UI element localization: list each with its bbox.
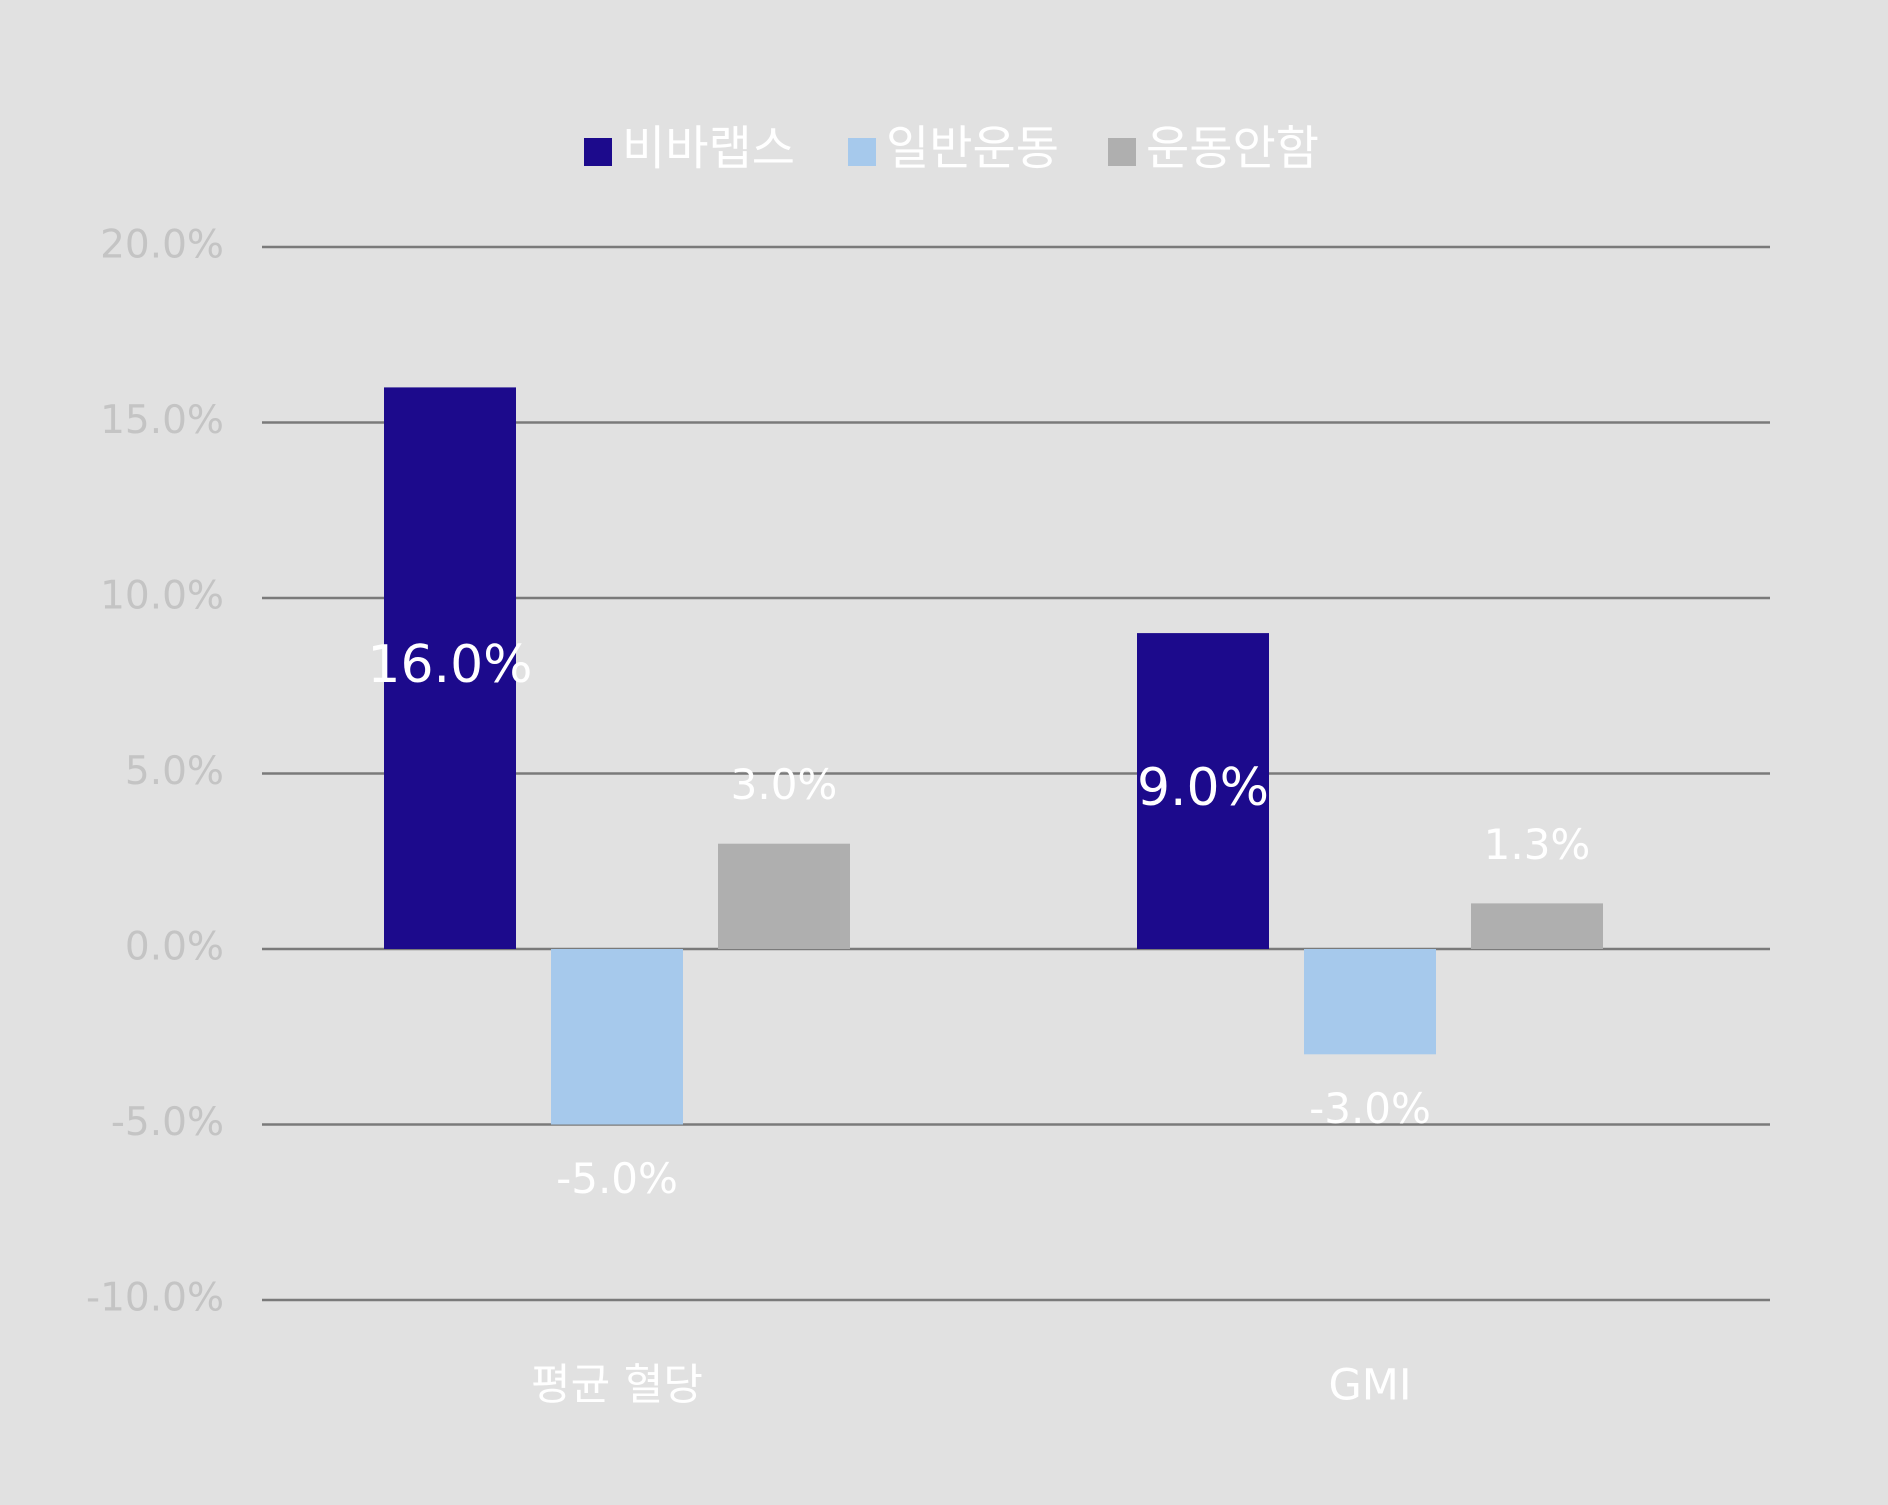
bar <box>551 949 683 1125</box>
y-tick-label: 0.0% <box>125 925 224 970</box>
y-tick-label: -5.0% <box>111 1100 224 1145</box>
data-labels: 16.0% -5.0% 3.0% 9.0% -3.0% 1.3% <box>367 635 1590 1203</box>
y-tick-label: 5.0% <box>125 749 224 794</box>
legend-swatch <box>848 138 876 166</box>
bar <box>718 843 850 949</box>
data-label: -3.0% <box>1309 1084 1431 1133</box>
data-label: 16.0% <box>367 635 532 695</box>
y-tick-label: -10.0% <box>86 1276 224 1321</box>
y-axis-tick-labels: 20.0% 15.0% 10.0% 5.0% 0.0% -5.0% -10.0% <box>86 223 224 1321</box>
y-tick-label: 10.0% <box>100 574 224 619</box>
bar <box>1471 903 1603 949</box>
legend-swatch <box>584 138 612 166</box>
legend-swatch <box>1108 138 1136 166</box>
data-label: 1.3% <box>1484 820 1591 869</box>
legend-label: 비바랩스 <box>622 122 795 177</box>
y-tick-label: 15.0% <box>100 398 224 443</box>
x-category-label: GMI <box>1328 1361 1411 1411</box>
bar <box>384 387 516 949</box>
bar <box>1137 633 1269 949</box>
legend-label: 일반운동 <box>886 122 1059 177</box>
x-axis-category-labels: 평균 혈당 GMI <box>531 1361 1412 1411</box>
x-category-label: 평균 혈당 <box>531 1361 703 1411</box>
data-label: -5.0% <box>556 1154 678 1203</box>
data-label: 9.0% <box>1137 758 1269 818</box>
legend: 비바랩스 일반운동 운동안함 <box>584 122 1319 177</box>
y-tick-label: 20.0% <box>100 223 224 268</box>
bars <box>384 387 1603 1125</box>
bar <box>1304 949 1436 1055</box>
data-label: 3.0% <box>731 760 838 809</box>
legend-label: 운동안함 <box>1146 122 1319 177</box>
